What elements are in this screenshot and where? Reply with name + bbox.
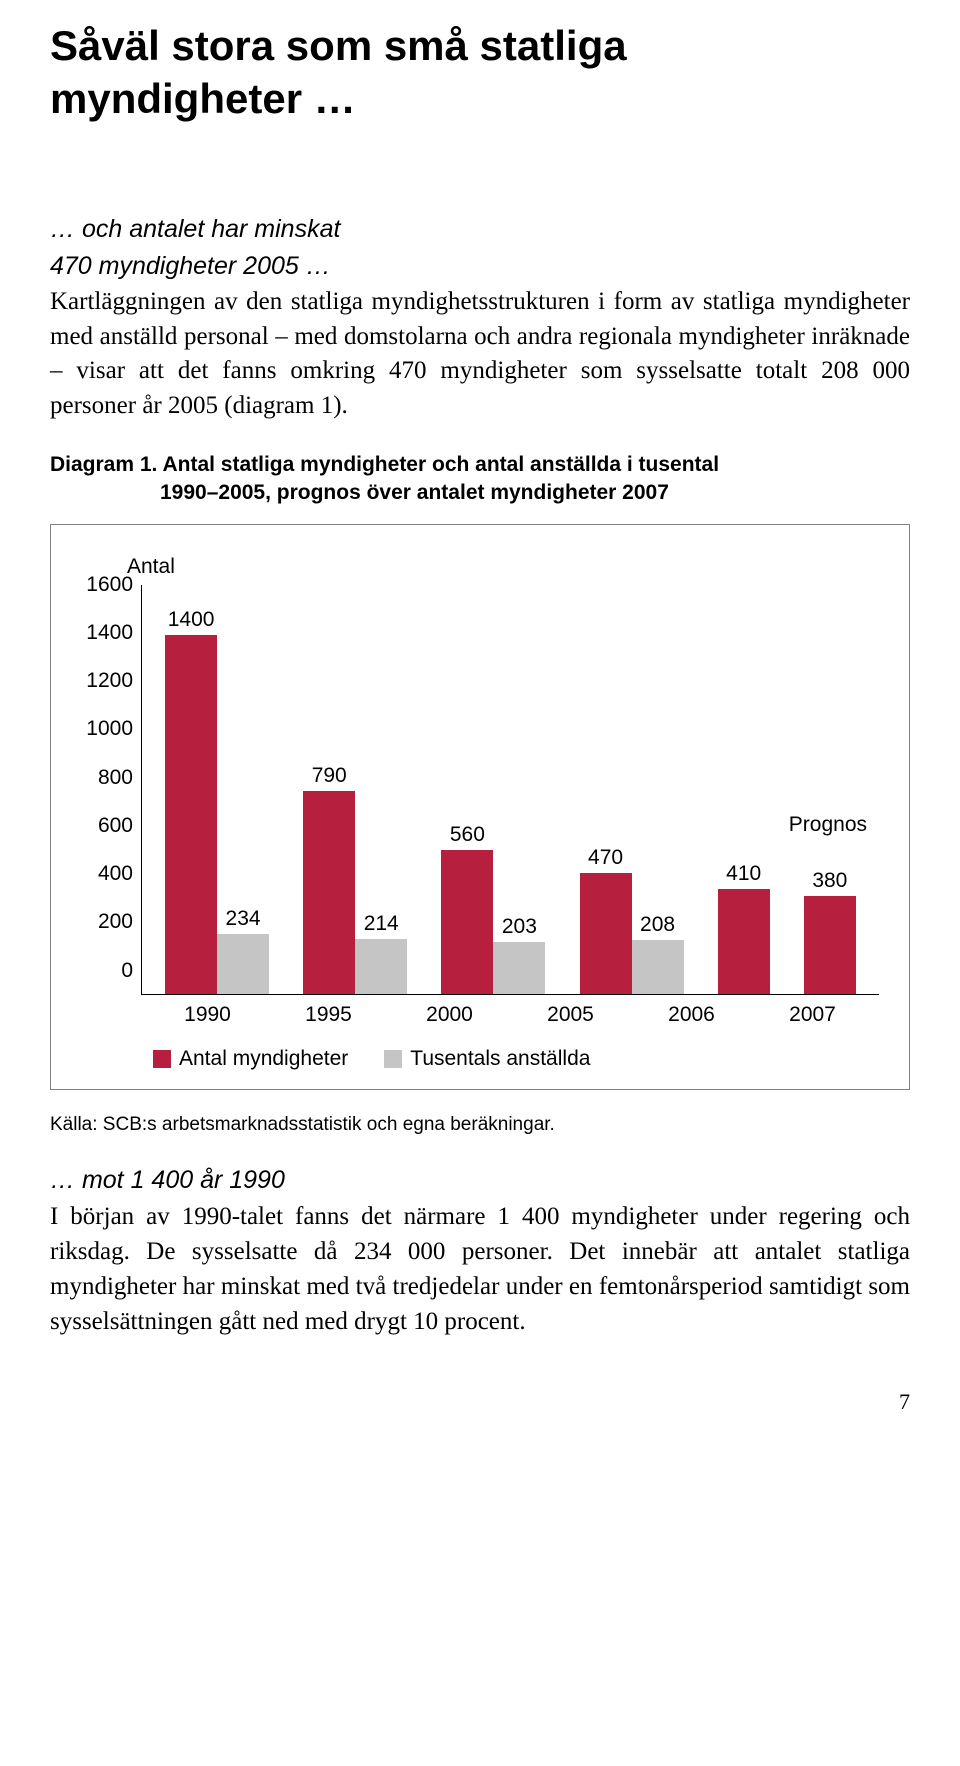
bar-value-label: 214 [364, 912, 399, 936]
bar-series2 [217, 934, 269, 994]
bar-series1 [165, 635, 217, 994]
diagram-label: Diagram 1. [50, 453, 157, 476]
diagram-title: Diagram 1. Antal statliga myndigheter oc… [50, 451, 910, 508]
bar-wrap: 470 [580, 846, 632, 993]
x-tick: 1990 [147, 1003, 268, 1027]
prognos-label: Prognos [789, 813, 867, 837]
source-text: Källa: SCB:s arbetsmarknadsstatistik och… [50, 1114, 910, 1136]
bar-value-label: 203 [502, 915, 537, 939]
y-tick: 1000 [81, 717, 133, 741]
bar-series1 [804, 896, 856, 993]
plot: 16001400120010008006004002000 Prognos 14… [81, 585, 879, 995]
y-tick: 600 [81, 814, 133, 838]
bar-wrap: 203 [493, 915, 545, 994]
bar-series1 [303, 791, 355, 993]
bar-series2 [632, 940, 684, 993]
bar-value-label: 790 [312, 764, 347, 788]
bar-value-label: 1400 [168, 608, 215, 632]
bar-value-label: 470 [588, 846, 623, 870]
bar-wrap: 560 [441, 823, 493, 994]
title-line2: myndigheter … [50, 75, 356, 122]
legend-label-2: Tusentals anställda [410, 1047, 590, 1071]
section1-heading: … och antalet har minskat [50, 215, 910, 244]
section2-heading: … mot 1 400 år 1990 [50, 1166, 910, 1195]
bar-value-label: 208 [640, 913, 675, 937]
bar-series2 [493, 942, 545, 994]
page-title: Såväl stora som små statliga myndigheter… [50, 20, 910, 125]
legend-label-1: Antal myndigheter [179, 1047, 348, 1071]
y-tick: 400 [81, 862, 133, 886]
legend-item-series2: Tusentals anställda [384, 1047, 590, 1071]
bar-value-label: 234 [226, 907, 261, 931]
bar-value-label: 380 [812, 869, 847, 893]
section1-body: Kartläggningen av den statliga myndighet… [50, 285, 910, 423]
y-tick: 800 [81, 766, 133, 790]
chart-container: Antal 16001400120010008006004002000 Prog… [50, 524, 910, 1090]
bar-series2 [355, 939, 407, 994]
bar-group: 1400 234 [165, 608, 269, 994]
bar-group: 380 [804, 869, 856, 993]
bar-group: 560 203 [441, 823, 545, 994]
y-tick: 1400 [81, 621, 133, 645]
bar-wrap: 208 [632, 913, 684, 993]
bar-group: 470 208 [580, 846, 684, 993]
y-tick: 1200 [81, 669, 133, 693]
legend-item-series1: Antal myndigheter [153, 1047, 348, 1071]
section1-intro: 470 myndigheter 2005 … [50, 252, 910, 281]
title-line1: Såväl stora som små statliga [50, 22, 627, 69]
x-ticks: 199019952000200520062007 [141, 995, 879, 1027]
bar-wrap: 790 [303, 764, 355, 993]
bar-series1 [718, 889, 770, 994]
x-tick: 2006 [631, 1003, 752, 1027]
y-tick: 200 [81, 910, 133, 934]
diagram-title-line1: Antal statliga myndigheter och antal ans… [162, 453, 719, 476]
legend-swatch-2 [384, 1050, 402, 1068]
bar-wrap: 234 [217, 907, 269, 994]
x-tick: 2000 [389, 1003, 510, 1027]
bar-group: 410 [718, 862, 770, 994]
page-number: 7 [50, 1389, 910, 1415]
bar-series1 [580, 873, 632, 993]
diagram-title-line2: 1990–2005, prognos över antalet myndighe… [50, 479, 910, 507]
y-tick: 0 [81, 959, 133, 983]
bar-wrap: 410 [718, 862, 770, 994]
y-tick: 1600 [81, 573, 133, 597]
bar-wrap: 380 [804, 869, 856, 993]
bar-wrap: 1400 [165, 608, 217, 994]
bar-series1 [441, 850, 493, 994]
y-axis-label: Antal [127, 555, 879, 579]
x-tick: 2007 [752, 1003, 873, 1027]
x-tick: 1995 [268, 1003, 389, 1027]
legend-swatch-1 [153, 1050, 171, 1068]
bar-group: 790 214 [303, 764, 407, 993]
x-tick: 2005 [510, 1003, 631, 1027]
plot-area: Prognos 1400 234 790 214 560 203 470 208 410 380 [141, 585, 879, 995]
section2-body: I början av 1990-talet fanns det närmare… [50, 1199, 910, 1339]
y-ticks: 16001400120010008006004002000 [81, 585, 141, 995]
bar-value-label: 410 [726, 862, 761, 886]
legend: Antal myndigheter Tusentals anställda [153, 1047, 879, 1071]
bar-wrap: 214 [355, 912, 407, 994]
bar-value-label: 560 [450, 823, 485, 847]
